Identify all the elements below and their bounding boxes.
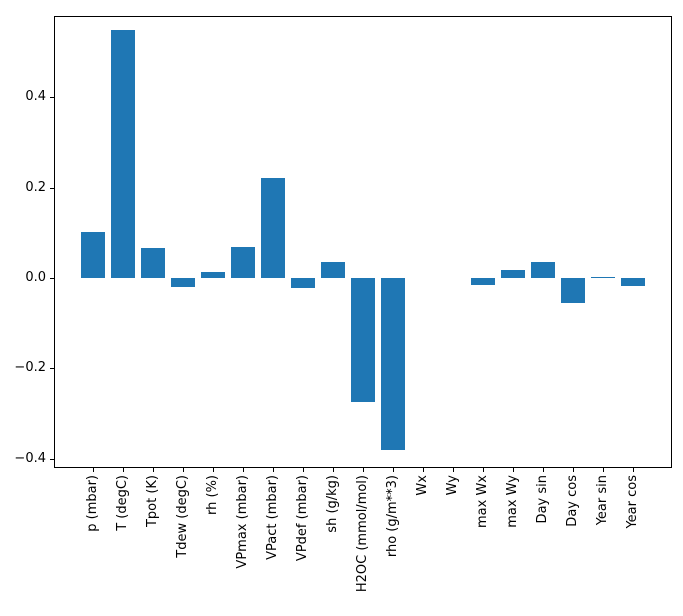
bar — [111, 30, 135, 278]
x-tick-mark — [213, 468, 214, 472]
plot-frame — [54, 16, 672, 468]
x-tick-mark — [513, 468, 514, 472]
y-tick-mark — [50, 97, 54, 98]
x-tick-mark — [93, 468, 94, 472]
bar — [321, 262, 345, 278]
y-tick-label: −0.4 — [14, 451, 46, 466]
y-tick-label: 0.2 — [25, 180, 46, 195]
x-tick-label: Wx — [415, 475, 430, 496]
bar — [141, 248, 165, 278]
y-tick-label: −0.2 — [14, 360, 46, 375]
x-tick-mark — [393, 468, 394, 472]
bar — [351, 278, 375, 402]
bar — [171, 278, 195, 287]
y-tick-mark — [50, 368, 54, 369]
bar — [81, 232, 105, 278]
x-tick-label: Year sin — [595, 475, 610, 526]
x-tick-mark — [573, 468, 574, 472]
x-tick-mark — [423, 468, 424, 472]
x-tick-label: Year cos — [625, 475, 640, 529]
y-tick-mark — [50, 188, 54, 189]
x-tick-mark — [243, 468, 244, 472]
x-tick-label: max Wy — [505, 475, 520, 528]
x-tick-label: VPdef (mbar) — [295, 475, 310, 562]
bar — [471, 278, 495, 285]
x-tick-mark — [153, 468, 154, 472]
x-tick-mark — [333, 468, 334, 472]
bar — [591, 277, 615, 278]
x-tick-label: rh (%) — [205, 475, 220, 515]
y-tick-mark — [50, 459, 54, 460]
x-tick-label: Day cos — [565, 475, 580, 527]
x-tick-mark — [483, 468, 484, 472]
x-tick-mark — [633, 468, 634, 472]
x-tick-label: T (degC) — [115, 475, 130, 531]
x-tick-mark — [603, 468, 604, 472]
bar — [501, 270, 525, 278]
x-tick-label: VPact (mbar) — [265, 475, 280, 560]
bar — [231, 247, 255, 278]
x-tick-mark — [273, 468, 274, 472]
x-tick-mark — [363, 468, 364, 472]
y-tick-label: 0.4 — [25, 89, 46, 104]
bar — [561, 278, 585, 303]
x-tick-label: p (mbar) — [85, 475, 100, 532]
x-tick-mark — [123, 468, 124, 472]
x-tick-label: Wy — [445, 475, 460, 496]
x-tick-label: H2OC (mmol/mol) — [355, 475, 370, 593]
x-tick-mark — [453, 468, 454, 472]
bar — [201, 272, 225, 278]
x-tick-label: VPmax (mbar) — [235, 475, 250, 569]
x-tick-label: rho (g/m**3) — [385, 475, 400, 558]
bar — [531, 262, 555, 278]
x-tick-mark — [183, 468, 184, 472]
x-tick-mark — [303, 468, 304, 472]
bar — [381, 278, 405, 450]
x-tick-label: sh (g/kg) — [325, 475, 340, 533]
bar — [261, 178, 285, 278]
x-tick-label: Tpot (K) — [145, 475, 160, 528]
x-tick-label: Tdew (degC) — [175, 475, 190, 558]
y-tick-label: 0.0 — [25, 270, 46, 285]
y-tick-mark — [50, 278, 54, 279]
x-tick-mark — [543, 468, 544, 472]
bar — [291, 278, 315, 288]
bar — [621, 278, 645, 286]
x-tick-label: max Wx — [475, 475, 490, 529]
x-tick-label: Day sin — [535, 475, 550, 524]
